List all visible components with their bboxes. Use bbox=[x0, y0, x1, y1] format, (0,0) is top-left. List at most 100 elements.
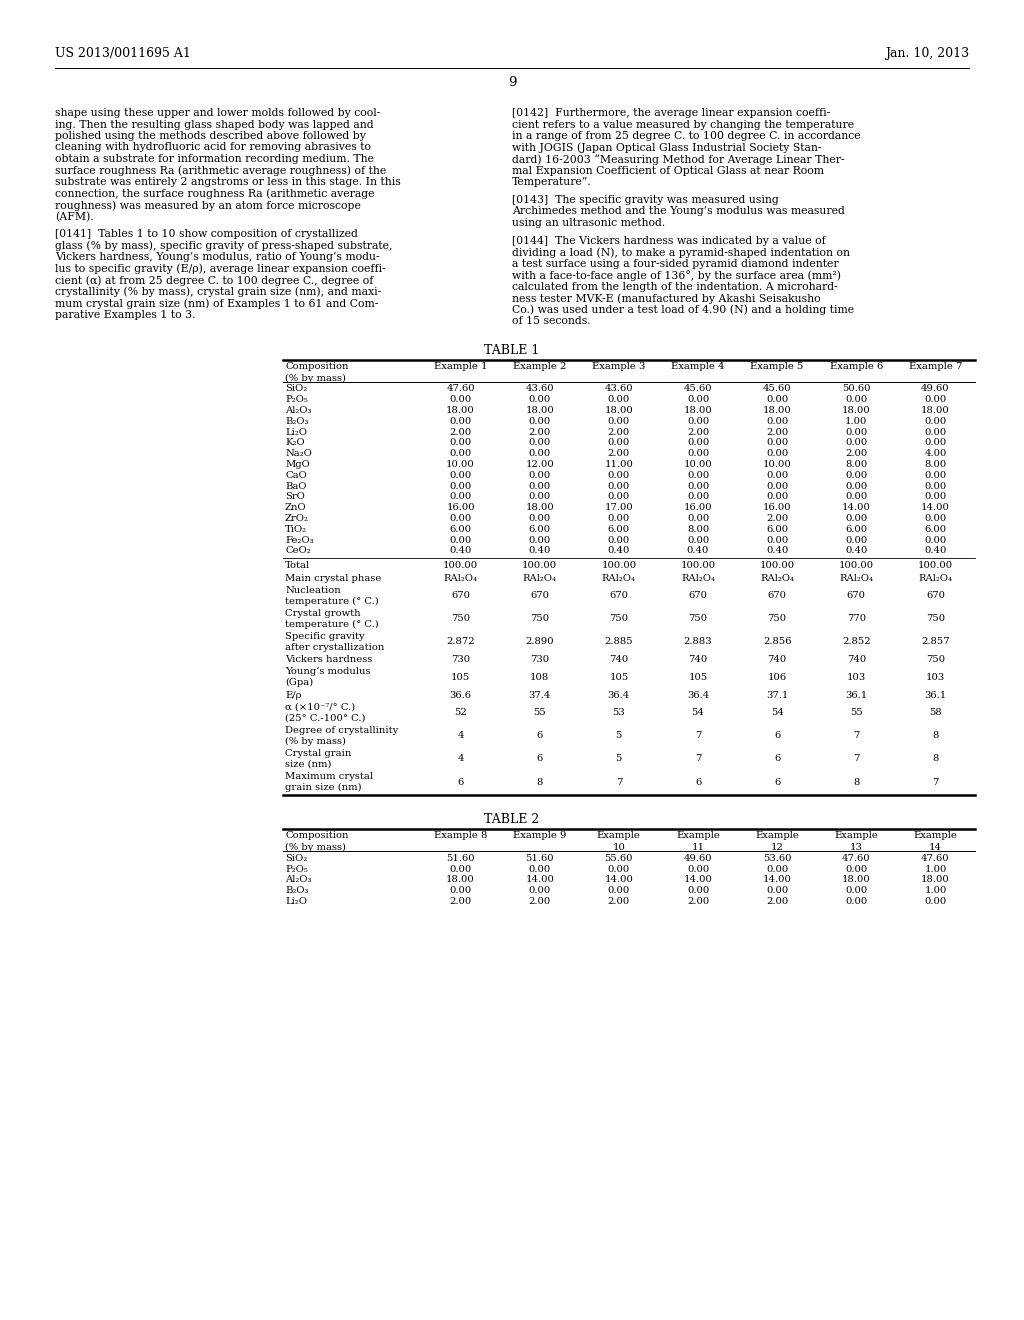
Text: 0.00: 0.00 bbox=[528, 886, 551, 895]
Text: 740: 740 bbox=[768, 655, 786, 664]
Text: P₂O₅: P₂O₅ bbox=[285, 395, 308, 404]
Text: 10: 10 bbox=[612, 842, 626, 851]
Text: 0.00: 0.00 bbox=[528, 471, 551, 480]
Text: Example 4: Example 4 bbox=[672, 362, 725, 371]
Text: 14.00: 14.00 bbox=[921, 503, 950, 512]
Text: 0.00: 0.00 bbox=[925, 898, 946, 906]
Text: 103: 103 bbox=[847, 673, 866, 682]
Text: Nucleation: Nucleation bbox=[285, 586, 341, 595]
Text: 1.00: 1.00 bbox=[925, 865, 946, 874]
Text: 0.00: 0.00 bbox=[450, 482, 472, 491]
Text: 100.00: 100.00 bbox=[601, 561, 637, 570]
Text: Li₂O: Li₂O bbox=[285, 428, 307, 437]
Text: Degree of crystallinity: Degree of crystallinity bbox=[285, 726, 398, 735]
Text: 0.00: 0.00 bbox=[845, 438, 867, 447]
Text: 13: 13 bbox=[850, 842, 863, 851]
Text: 0.00: 0.00 bbox=[925, 492, 946, 502]
Text: 0.40: 0.40 bbox=[450, 546, 472, 556]
Text: 2.872: 2.872 bbox=[446, 638, 475, 647]
Text: 0.40: 0.40 bbox=[845, 546, 867, 556]
Text: 0.00: 0.00 bbox=[845, 536, 867, 545]
Text: 5: 5 bbox=[615, 731, 622, 741]
Text: ZrO₂: ZrO₂ bbox=[285, 513, 309, 523]
Text: 0.00: 0.00 bbox=[450, 886, 472, 895]
Text: 0.00: 0.00 bbox=[687, 395, 710, 404]
Text: 8: 8 bbox=[537, 777, 543, 787]
Text: 18.00: 18.00 bbox=[842, 875, 870, 884]
Text: 0.00: 0.00 bbox=[845, 428, 867, 437]
Text: Example: Example bbox=[756, 832, 799, 841]
Text: 54: 54 bbox=[771, 709, 783, 717]
Text: K₂O: K₂O bbox=[285, 438, 304, 447]
Text: Li₂O: Li₂O bbox=[285, 898, 307, 906]
Text: 0.00: 0.00 bbox=[766, 482, 788, 491]
Text: 0.00: 0.00 bbox=[766, 865, 788, 874]
Text: 730: 730 bbox=[451, 655, 470, 664]
Text: 58: 58 bbox=[929, 709, 942, 717]
Text: α (×10⁻⁷/° C.): α (×10⁻⁷/° C.) bbox=[285, 702, 355, 711]
Text: [0143]  The specific gravity was measured using: [0143] The specific gravity was measured… bbox=[512, 195, 778, 205]
Text: 0.00: 0.00 bbox=[607, 482, 630, 491]
Text: 0.00: 0.00 bbox=[845, 898, 867, 906]
Text: Example 3: Example 3 bbox=[592, 362, 645, 371]
Text: 103: 103 bbox=[926, 673, 945, 682]
Text: 0.00: 0.00 bbox=[607, 886, 630, 895]
Text: 0.00: 0.00 bbox=[845, 865, 867, 874]
Text: 0.00: 0.00 bbox=[687, 449, 710, 458]
Text: 770: 770 bbox=[847, 614, 866, 623]
Text: 0.00: 0.00 bbox=[766, 492, 788, 502]
Text: 6.00: 6.00 bbox=[925, 525, 946, 533]
Text: 2.00: 2.00 bbox=[687, 898, 710, 906]
Text: 0.00: 0.00 bbox=[450, 471, 472, 480]
Text: 6: 6 bbox=[774, 731, 780, 741]
Text: 0.00: 0.00 bbox=[766, 536, 788, 545]
Text: using an ultrasonic method.: using an ultrasonic method. bbox=[512, 218, 666, 228]
Text: (% by mass): (% by mass) bbox=[285, 842, 346, 851]
Text: 0.00: 0.00 bbox=[925, 438, 946, 447]
Text: 740: 740 bbox=[609, 655, 629, 664]
Text: Example 1: Example 1 bbox=[434, 362, 487, 371]
Text: 6: 6 bbox=[458, 777, 464, 787]
Text: cleaning with hydrofluoric acid for removing abrasives to: cleaning with hydrofluoric acid for remo… bbox=[55, 143, 371, 153]
Text: 0.00: 0.00 bbox=[687, 482, 710, 491]
Text: 45.60: 45.60 bbox=[763, 384, 792, 393]
Text: 45.60: 45.60 bbox=[684, 384, 713, 393]
Text: 2.883: 2.883 bbox=[684, 638, 713, 647]
Text: 0.00: 0.00 bbox=[450, 513, 472, 523]
Text: 2.00: 2.00 bbox=[766, 513, 788, 523]
Text: 36.1: 36.1 bbox=[925, 690, 946, 700]
Text: 670: 670 bbox=[768, 591, 786, 601]
Text: (% by mass): (% by mass) bbox=[285, 374, 346, 383]
Text: 0.00: 0.00 bbox=[687, 513, 710, 523]
Text: Vickers hardness: Vickers hardness bbox=[285, 655, 373, 664]
Text: 0.00: 0.00 bbox=[528, 395, 551, 404]
Text: glass (% by mass), specific gravity of press-shaped substrate,: glass (% by mass), specific gravity of p… bbox=[55, 240, 392, 251]
Text: Example: Example bbox=[913, 832, 957, 841]
Text: 36.6: 36.6 bbox=[450, 690, 472, 700]
Text: 18.00: 18.00 bbox=[684, 407, 713, 414]
Text: ing. Then the resulting glass shaped body was lapped and: ing. Then the resulting glass shaped bod… bbox=[55, 120, 374, 129]
Text: 8: 8 bbox=[932, 755, 939, 763]
Text: 7: 7 bbox=[615, 777, 622, 787]
Text: parative Examples 1 to 3.: parative Examples 1 to 3. bbox=[55, 310, 196, 319]
Text: 11: 11 bbox=[691, 842, 705, 851]
Text: 0.00: 0.00 bbox=[687, 865, 710, 874]
Text: 49.60: 49.60 bbox=[922, 384, 949, 393]
Text: 750: 750 bbox=[451, 614, 470, 623]
Text: of 15 seconds.: of 15 seconds. bbox=[512, 317, 591, 326]
Text: after crystallization: after crystallization bbox=[285, 643, 384, 652]
Text: shape using these upper and lower molds followed by cool-: shape using these upper and lower molds … bbox=[55, 108, 380, 117]
Text: 750: 750 bbox=[926, 614, 945, 623]
Text: 100.00: 100.00 bbox=[680, 561, 716, 570]
Text: lus to specific gravity (E/ρ), average linear expansion coeffi-: lus to specific gravity (E/ρ), average l… bbox=[55, 264, 386, 275]
Text: Example: Example bbox=[676, 832, 720, 841]
Text: 0.00: 0.00 bbox=[450, 865, 472, 874]
Text: 100.00: 100.00 bbox=[760, 561, 795, 570]
Text: Maximum crystal: Maximum crystal bbox=[285, 772, 373, 781]
Text: CaO: CaO bbox=[285, 471, 307, 480]
Text: 670: 670 bbox=[688, 591, 708, 601]
Text: 100.00: 100.00 bbox=[839, 561, 873, 570]
Text: BaO: BaO bbox=[285, 482, 306, 491]
Text: [0144]  The Vickers hardness was indicated by a value of: [0144] The Vickers hardness was indicate… bbox=[512, 236, 825, 246]
Text: RAl₂O₄: RAl₂O₄ bbox=[840, 574, 873, 582]
